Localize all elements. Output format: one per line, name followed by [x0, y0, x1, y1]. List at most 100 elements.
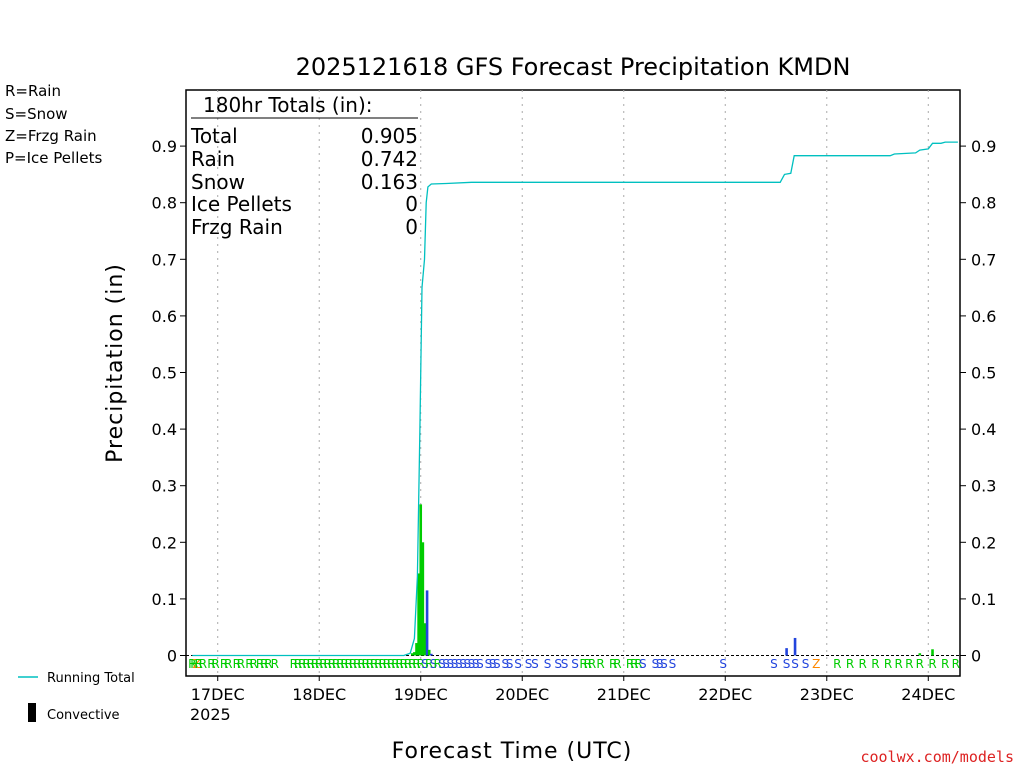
vertical-grid: [186, 90, 960, 676]
precip-type-letter: R: [307, 657, 315, 671]
precip-type-letter: S: [438, 657, 446, 671]
precip-type-legend: R=Rain S=Snow Z=Frzg Rain P=Ice Pellets: [5, 82, 102, 167]
precip-type-letter: S: [571, 657, 579, 671]
precip-type-letter: R: [311, 657, 319, 671]
y-tick-label-right: 0.1: [971, 590, 996, 609]
x-axis-label: Forecast Time (UTC): [392, 739, 633, 764]
precip-type-letter: S: [451, 657, 459, 671]
precip-type-letter: R: [613, 657, 621, 671]
precip-type-letter: R: [345, 657, 353, 671]
precip-type-letter: R: [349, 657, 357, 671]
chart-title: 2025121618 GFS Forecast Precipitation KM…: [296, 53, 851, 81]
precip-type-letter: R: [596, 657, 604, 671]
precip-type-letter: R: [264, 657, 272, 671]
totals-total-value: 0.905: [361, 124, 418, 148]
precip-type-letter: S: [421, 657, 429, 671]
credit-text: coolwx.com/models: [860, 748, 1014, 766]
legend-frzg-rain: Z=Frzg Rain: [5, 127, 97, 145]
running-total-line: [192, 141, 958, 657]
precip-type-letter: R: [366, 657, 374, 671]
precip-type-letter: R: [195, 657, 203, 671]
x-tick-label: 22DEC: [698, 685, 752, 704]
precip-type-letter: R: [425, 657, 433, 671]
precip-type-letter: R: [188, 657, 196, 671]
precip-type-letter: S: [459, 657, 467, 671]
y-tick-label-left: 0.9: [152, 137, 177, 156]
precip-type-letter: R: [379, 657, 387, 671]
precip-type-letter: R: [250, 657, 258, 671]
y-tick-label-left: 0.8: [152, 194, 177, 213]
precip-type-letter: S: [561, 657, 569, 671]
precip-bars: [410, 504, 934, 656]
precip-type-letter: R: [387, 657, 395, 671]
precip-type-letter: R: [336, 657, 344, 671]
legend-ice-pellets: P=Ice Pellets: [5, 149, 102, 167]
precip-type-letter: R: [884, 657, 892, 671]
precip-type-letter: S: [719, 657, 727, 671]
y-tick-label-right: 0.2: [971, 533, 996, 552]
precip-type-letter: R: [871, 657, 879, 671]
precip-type-letter: R: [374, 657, 382, 671]
y-tick-label-right: 0.3: [971, 477, 996, 496]
series-legend: Running Total Convective: [18, 671, 135, 723]
x-tick-label: 18DEC: [292, 685, 346, 704]
precip-type-letter: S: [791, 657, 799, 671]
x-tick-label: 23DEC: [800, 685, 854, 704]
precip-type-letter: S: [544, 657, 552, 671]
year-label: 2025: [190, 705, 231, 724]
precip-type-letter: R: [895, 657, 903, 671]
precip-bar: [918, 653, 922, 656]
x-tick-label: 20DEC: [495, 685, 549, 704]
precip-type-letter: R: [370, 657, 378, 671]
precip-type-letter: R: [357, 657, 365, 671]
precip-type-letter: S: [502, 657, 510, 671]
precip-bar: [430, 653, 433, 656]
y-tick-label-right: 0.6: [971, 307, 996, 326]
totals-rain-value: 0.742: [361, 147, 418, 171]
totals-box: 180hr Totals (in): Total 0.905 Rain 0.74…: [190, 93, 418, 239]
y-tick-label-left: 0.2: [152, 533, 177, 552]
running-total-legend-label: Running Total: [47, 671, 135, 686]
y-tick-label-left: 0.5: [152, 364, 177, 383]
precip-type-letter: S: [652, 657, 660, 671]
precip-type-letter: R: [207, 657, 215, 671]
precip-bar: [793, 637, 797, 656]
y-tick-label-left: 0.6: [152, 307, 177, 326]
precip-type-letter: S: [493, 657, 501, 671]
totals-frzg-value: 0: [405, 215, 418, 239]
running-total-series: [192, 141, 958, 657]
precip-type-letter: S: [430, 657, 438, 671]
precip-type-letter: R: [319, 657, 327, 671]
convective-legend-label: Convective: [47, 708, 120, 723]
precip-type-letter: R: [294, 657, 302, 671]
precip-bar: [931, 649, 934, 656]
precip-type-letter: R: [952, 657, 960, 671]
totals-snow-label: Snow: [191, 170, 245, 194]
y-tick-label-right: 0.9: [971, 137, 996, 156]
totals-total-label: Total: [190, 124, 238, 148]
precip-type-letter: S: [468, 657, 476, 671]
precip-bar: [413, 652, 416, 656]
y-tick-label-left: 0.4: [152, 420, 177, 439]
precip-type-letter: R: [340, 657, 348, 671]
precip-type-letter: R: [224, 657, 232, 671]
precip-type-letter: R: [905, 657, 913, 671]
precip-type-letter: Z: [192, 657, 200, 671]
precip-type-letter: R: [383, 657, 391, 671]
precip-type-letter: R: [400, 657, 408, 671]
precip-type-letter: R: [833, 657, 841, 671]
precip-type-letter: R: [391, 657, 399, 671]
x-tick-label: 17DEC: [191, 685, 245, 704]
y-tick-label-right: 0.7: [971, 250, 996, 269]
precip-type-letter: R: [630, 657, 638, 671]
precip-type-letter: R: [609, 657, 617, 671]
precip-type-letter: R: [290, 657, 298, 671]
precip-type-letter: S: [802, 657, 810, 671]
totals-header: 180hr Totals (in):: [203, 93, 373, 117]
precip-type-letter: R: [271, 657, 279, 671]
plot-frame: [185, 89, 961, 677]
precip-type-letter: R: [190, 657, 198, 671]
precip-type-letter: S: [656, 657, 664, 671]
